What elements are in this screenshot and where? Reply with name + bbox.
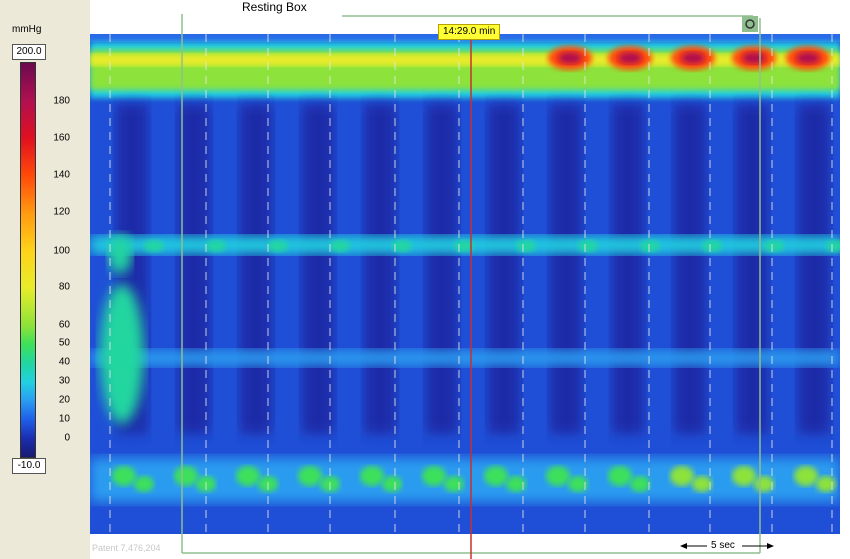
lower-band — [90, 350, 840, 366]
resting-box-handle[interactable] — [742, 16, 758, 32]
colorbar-max-input[interactable]: 200.0 — [12, 44, 46, 60]
low-pressure-column — [178, 104, 210, 434]
les-band-spot — [422, 466, 446, 486]
heatmap-svg — [90, 34, 840, 534]
upper-band-hotspot — [681, 52, 705, 64]
les-band-spot — [360, 466, 384, 486]
left-artifact-top — [108, 234, 132, 274]
low-pressure-column — [612, 104, 644, 434]
low-pressure-column — [488, 104, 520, 434]
colorbar-tick-label: 140 — [53, 169, 70, 181]
patent-watermark: Patent 7,476,204 — [92, 543, 161, 553]
les-band-spot — [444, 476, 464, 492]
colorbar-panel: mmHg 200.0 180 160 140 120 100 80 60 50 40 30 20 10… — [0, 0, 90, 559]
mid-band-spot — [640, 240, 660, 252]
resting-box-handle-icon — [745, 19, 755, 29]
low-pressure-column — [550, 104, 582, 434]
colorbar — [20, 62, 36, 458]
mid-band-spot — [702, 240, 722, 252]
mid-band-spot — [578, 240, 598, 252]
les-band-spot — [382, 476, 402, 492]
heatmap-background — [90, 34, 840, 534]
mid-band-spot — [454, 240, 474, 252]
mid-band-spot — [268, 240, 288, 252]
low-pressure-column — [364, 104, 396, 434]
scale-bar-right-arrow-head — [767, 543, 774, 549]
pressure-topography-plot[interactable] — [90, 34, 840, 534]
colorbar-min-input[interactable]: -10.0 — [12, 458, 46, 474]
colorbar-tick-label: 160 — [53, 132, 70, 144]
les-band — [90, 458, 840, 502]
les-band-spot — [630, 476, 650, 492]
colorbar-tick-label: 20 — [58, 394, 70, 406]
les-band-spot — [754, 476, 774, 492]
colorbar-unit-label: mmHg — [12, 24, 42, 35]
colorbar-tick-label: 30 — [58, 375, 70, 387]
upper-band-hotspot — [742, 52, 766, 64]
colorbar-tick-label: 0 — [64, 432, 70, 444]
les-band-spot — [236, 466, 260, 486]
colorbar-tick-label: 120 — [53, 206, 70, 218]
scale-bar-label: 5 sec — [711, 540, 735, 551]
les-band-spot — [732, 466, 756, 486]
mid-band-spot — [764, 240, 784, 252]
upper-band-hotspot — [618, 52, 642, 64]
left-artifact — [100, 284, 144, 424]
les-band-spot — [134, 476, 154, 492]
mid-band-spot — [144, 240, 164, 252]
les-band-spot — [546, 466, 570, 486]
mid-band-spot — [330, 240, 350, 252]
scale-bar-left-arrow-head — [680, 543, 687, 549]
resting-box-title: Resting Box — [242, 0, 307, 14]
mid-band-spot — [826, 240, 840, 252]
les-band-spot — [506, 476, 526, 492]
low-pressure-column — [674, 104, 706, 434]
low-pressure-column — [798, 104, 830, 434]
les-band-spot — [174, 466, 198, 486]
low-pressure-column — [736, 104, 768, 434]
les-band-spot — [670, 466, 694, 486]
low-pressure-column — [240, 104, 272, 434]
time-marker-label[interactable]: 14:29.0 min — [438, 24, 501, 40]
les-band-spot — [568, 476, 588, 492]
les-band-spot — [794, 466, 818, 486]
low-pressure-column — [426, 104, 458, 434]
colorbar-tick-label: 60 — [58, 319, 70, 331]
upper-band-hotspot — [558, 52, 582, 64]
les-band-spot — [692, 476, 712, 492]
upper-band-hotspot — [796, 52, 820, 64]
colorbar-tick-label: 80 — [58, 281, 70, 293]
colorbar-tick-label: 100 — [53, 245, 70, 257]
mid-band-spot — [392, 240, 412, 252]
les-band-spot — [816, 476, 836, 492]
les-band-spot — [484, 466, 508, 486]
low-pressure-column — [302, 104, 334, 434]
colorbar-tick-label: 40 — [58, 356, 70, 368]
les-band-spot — [112, 466, 136, 486]
mid-band-spot — [516, 240, 536, 252]
les-band-spot — [298, 466, 322, 486]
mid-band-spot — [206, 240, 226, 252]
colorbar-tick-label: 180 — [53, 95, 70, 107]
colorbar-tick-label: 50 — [58, 337, 70, 349]
colorbar-tick-label: 10 — [58, 413, 70, 425]
les-band-spot — [608, 466, 632, 486]
upper-band-core — [90, 54, 840, 66]
